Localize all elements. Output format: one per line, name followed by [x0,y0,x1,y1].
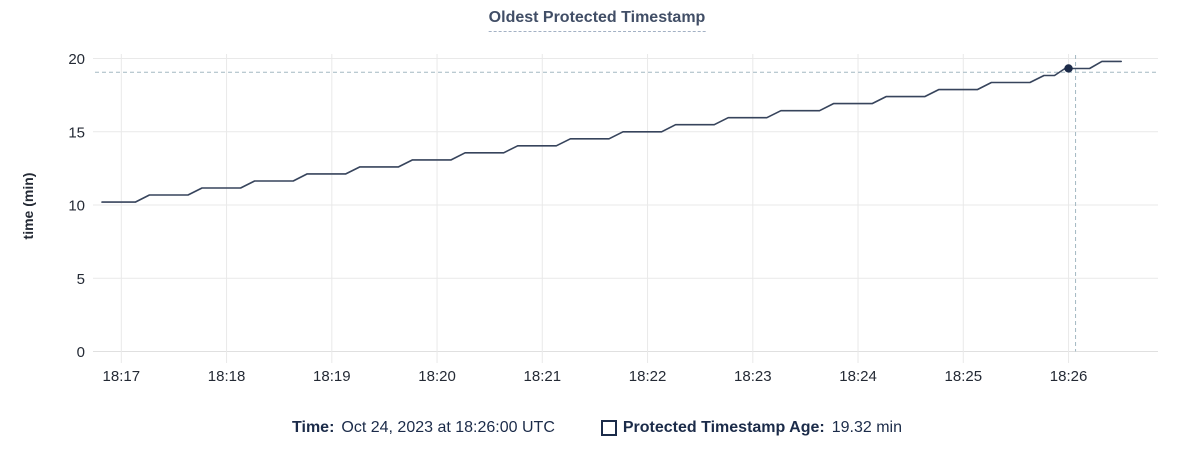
hover-point-dot [1064,64,1073,73]
series-name-label: Protected Timestamp Age: [622,419,825,436]
x-tick-label: 18:18 [208,368,246,385]
x-tick-label: 18:25 [945,368,983,385]
tooltip-time-label: Time: [292,419,335,436]
x-tick-label: 18:23 [734,368,772,385]
x-gridlines: 18:17 18:18 18:19 18:20 18:21 18:22 18:23 18:24… [103,54,1088,385]
tooltip-time-value: Oct 24, 2023 at 18:26:00 UTC [341,419,555,436]
y-tick-label: 0 [77,344,85,361]
x-tick-label: 18:17 [103,368,141,385]
y-tick-label: 20 [68,51,85,68]
series-swatch-icon [600,420,617,436]
hover-tooltip-legend: Time: Oct 24, 2023 at 18:26:00 UTC Prote… [0,419,1194,437]
x-tick-label: 18:21 [524,368,562,385]
series-legend-item[interactable]: Protected Timestamp Age: [600,419,825,437]
y-tick-label: 10 [68,198,85,215]
x-tick-label: 18:24 [839,368,877,385]
series-value: 19.32 min [831,419,902,436]
chart-title[interactable]: Oldest Protected Timestamp [488,9,706,32]
series-line [101,60,1122,203]
y-tick-label: 15 [68,124,85,141]
x-tick-label: 18:26 [1050,368,1088,385]
y-gridlines: 0 5 10 15 20 [68,51,1158,361]
x-tick-label: 18:19 [313,368,351,385]
x-tick-label: 18:22 [629,368,667,385]
x-tick-label: 18:20 [418,368,456,385]
y-tick-label: 5 [77,271,85,288]
